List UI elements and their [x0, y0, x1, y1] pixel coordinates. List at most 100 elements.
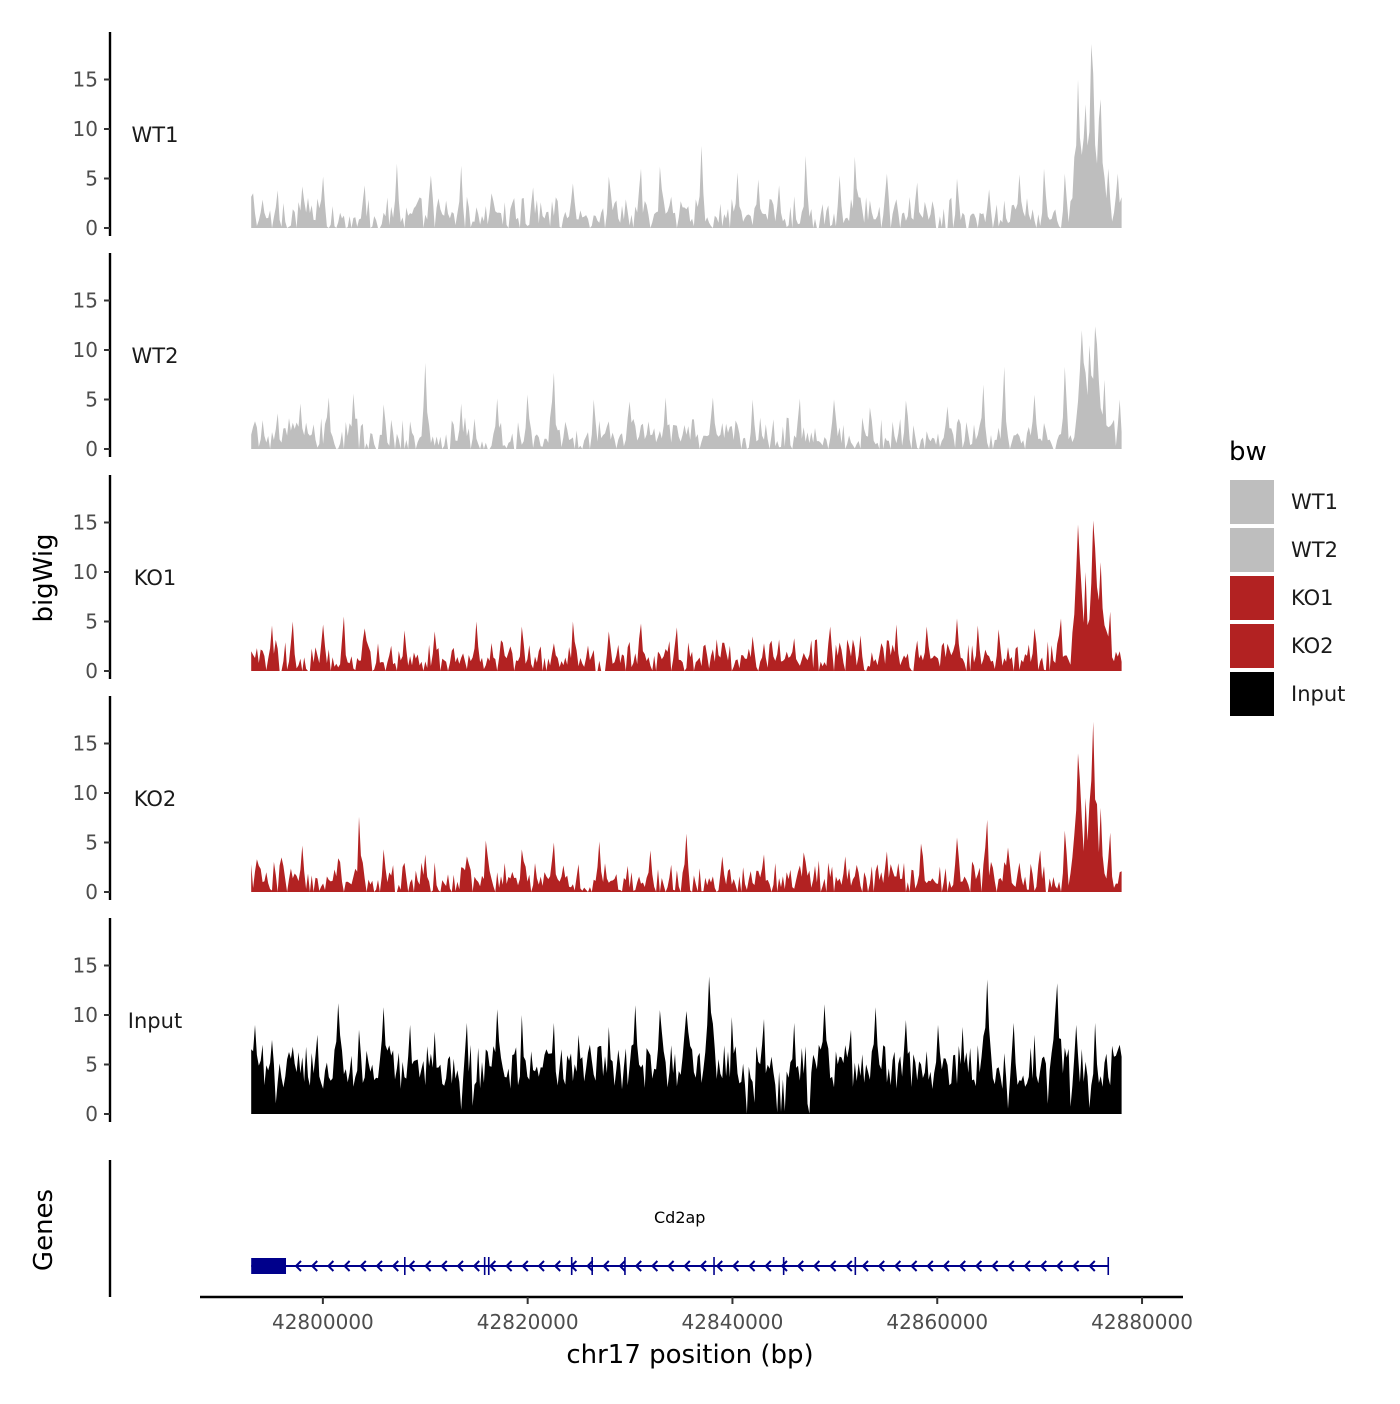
strand-arrow — [472, 1260, 480, 1272]
legend-swatch-wt1 — [1230, 480, 1274, 524]
track-label: KO2 — [134, 787, 177, 811]
track-ko1: 0 5 10 15 KO1 — [73, 475, 1122, 683]
coverage-area-input — [251, 976, 1122, 1114]
y-tick-label: 5 — [85, 831, 98, 855]
legend-swatch-input — [1230, 672, 1274, 716]
strand-arrow — [310, 1260, 318, 1272]
y-tick-label: 0 — [85, 1102, 98, 1126]
track-label: WT1 — [132, 123, 179, 147]
x-tick-label: 42800000 — [272, 1310, 374, 1334]
y-tick-label: 0 — [85, 216, 98, 240]
track-label: WT2 — [132, 344, 179, 368]
legend-swatch-wt2 — [1230, 528, 1274, 572]
strand-arrow — [294, 1260, 302, 1272]
strand-arrow — [650, 1260, 659, 1272]
strand-arrow — [375, 1260, 383, 1272]
strand-arrow — [942, 1260, 950, 1272]
strand-arrow — [1007, 1260, 1015, 1272]
strand-arrow — [764, 1260, 772, 1272]
x-tick-label: 42860000 — [886, 1310, 988, 1334]
strand-arrow — [407, 1260, 416, 1272]
strand-arrow — [796, 1260, 804, 1272]
strand-arrow — [424, 1260, 432, 1272]
y-tick-label: 15 — [73, 511, 98, 535]
y-tick-label: 15 — [73, 732, 98, 756]
y-tick-label: 10 — [73, 781, 98, 805]
gene-name-label: Cd2ap — [654, 1208, 705, 1227]
strand-arrow — [359, 1260, 367, 1272]
strand-arrow — [1088, 1260, 1096, 1272]
y-tick-label: 15 — [73, 68, 98, 92]
strand-arrow — [569, 1260, 578, 1272]
strand-arrow — [910, 1260, 918, 1272]
strand-arrow — [456, 1260, 464, 1272]
y-tick-label: 15 — [73, 289, 98, 313]
strand-arrow — [618, 1260, 626, 1272]
strand-arrow — [343, 1260, 351, 1272]
strand-arrow — [715, 1260, 723, 1272]
strand-arrow — [893, 1260, 902, 1272]
track-wt2: 0 5 10 15 WT2 — [73, 253, 1122, 461]
strand-arrow — [505, 1260, 513, 1272]
strand-arrow — [391, 1260, 399, 1272]
coverage-area-wt2 — [251, 326, 1122, 449]
legend-swatch-ko2 — [1230, 624, 1274, 668]
strand-arrow — [861, 1260, 869, 1272]
track-label: Input — [128, 1009, 182, 1033]
x-axis: 42800000 42820000 42840000 42860000 42880000 — [200, 1295, 1193, 1334]
y-tick-label: 0 — [85, 880, 98, 904]
strand-arrow — [829, 1260, 837, 1272]
legend-label-ko1: KO1 — [1291, 586, 1334, 610]
strand-arrow — [683, 1260, 691, 1272]
strand-arrow — [634, 1260, 642, 1272]
y-tick-label: 0 — [85, 437, 98, 461]
y-tick-label: 10 — [73, 117, 98, 141]
track-label: KO1 — [134, 566, 177, 590]
legend-swatch-ko1 — [1230, 576, 1274, 620]
strand-arrow — [1055, 1260, 1064, 1272]
y-tick-label: 5 — [85, 1053, 98, 1077]
coverage-area-wt1 — [251, 43, 1122, 229]
strand-arrow — [1023, 1260, 1031, 1272]
gene-track: Cd2ap — [108, 1160, 1110, 1297]
strand-arrow — [699, 1260, 707, 1272]
x-tick-label: 42880000 — [1091, 1310, 1193, 1334]
strand-arrow — [586, 1260, 594, 1272]
genes-axis-title: Genes — [29, 1189, 59, 1271]
legend-label-ko2: KO2 — [1291, 634, 1334, 658]
y-tick-label: 10 — [73, 338, 98, 362]
legend-label-wt2: WT2 — [1291, 538, 1338, 562]
tracks-layer: 0 5 10 15 WT1 0 5 10 15 WT2 0 5 10 15 KO1 0 5 10 15 KO2 0 5 10… — [73, 32, 1122, 1126]
y-axis-title: bigWig — [29, 533, 59, 622]
strand-arrow — [877, 1260, 885, 1272]
strand-arrow — [958, 1260, 966, 1272]
track-wt1: 0 5 10 15 WT1 — [73, 32, 1122, 240]
y-tick-label: 5 — [85, 610, 98, 634]
track-input: 0 5 10 15 Input — [73, 918, 1122, 1126]
strand-arrow — [488, 1260, 497, 1272]
x-axis-title: chr17 position (bp) — [566, 1340, 813, 1370]
legend: bw WT1 WT2 KO1 KO2 Input — [1229, 437, 1345, 716]
coverage-area-ko2 — [251, 721, 1122, 892]
strand-arrow — [521, 1260, 529, 1272]
strand-arrow — [731, 1260, 740, 1272]
track-ko2: 0 5 10 15 KO2 — [73, 696, 1122, 904]
strand-arrow — [553, 1260, 561, 1272]
gene-exon-block — [251, 1258, 287, 1274]
strand-arrow — [667, 1260, 675, 1272]
strand-arrow — [812, 1260, 821, 1272]
x-tick-label: 42840000 — [682, 1310, 784, 1334]
strand-arrow — [974, 1260, 983, 1272]
strand-arrow — [1072, 1260, 1080, 1272]
strand-arrow — [991, 1260, 999, 1272]
y-tick-label: 5 — [85, 167, 98, 191]
strand-arrow — [326, 1260, 335, 1272]
legend-label-wt1: WT1 — [1291, 490, 1338, 514]
legend-title: bw — [1229, 437, 1267, 467]
strand-arrow — [748, 1260, 756, 1272]
strand-arrow — [1039, 1260, 1047, 1272]
x-tick-label: 42820000 — [477, 1310, 579, 1334]
strand-arrow — [440, 1260, 448, 1272]
